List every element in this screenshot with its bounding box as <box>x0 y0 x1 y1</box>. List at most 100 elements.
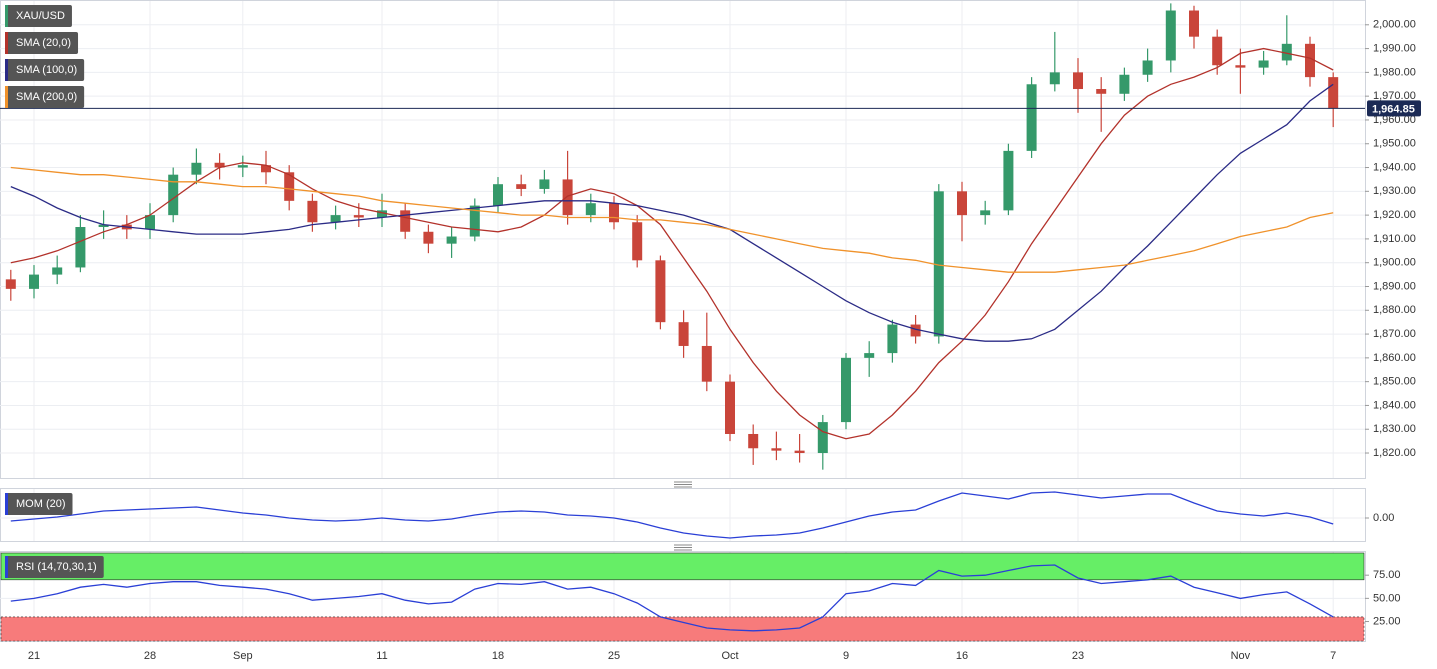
candle-body <box>794 450 805 454</box>
candle-body <box>423 231 434 244</box>
candle-body <box>1142 60 1153 75</box>
candle-body <box>678 322 689 346</box>
candle-body <box>539 179 550 189</box>
candle-body <box>1258 60 1269 68</box>
legend-box <box>5 32 79 54</box>
indicator-line <box>10 564 1334 632</box>
x-tick-label: 18 <box>492 650 504 662</box>
candle-body <box>1212 36 1223 66</box>
candle-body <box>701 345 712 382</box>
candle-body <box>5 279 16 289</box>
y-tick-label: 1,890.00 <box>1373 280 1416 292</box>
resize-handle[interactable] <box>674 544 692 551</box>
candle-body <box>284 172 295 201</box>
last-price-box <box>1367 100 1421 117</box>
x-tick-label: 11 <box>376 650 387 662</box>
candle-body <box>52 267 63 275</box>
y-tick-label: 1,950.00 <box>1373 138 1416 150</box>
legend-entry: SMA (100,0) <box>5 59 85 81</box>
candle-body <box>910 324 921 337</box>
legend-box <box>5 493 73 515</box>
candle-body <box>353 215 364 218</box>
y-tick-label: 1,980.00 <box>1373 66 1416 78</box>
legend-entry: XAU/USD <box>5 5 72 27</box>
candle-body <box>841 357 851 423</box>
y-tick-label: 1,860.00 <box>1373 352 1416 364</box>
legend-swatch <box>5 59 8 81</box>
y-tick-label: 1,880.00 <box>1373 304 1416 316</box>
x-tick-label: 16 <box>956 650 968 662</box>
grid <box>0 1 1365 641</box>
x-tick-label: 9 <box>843 650 849 662</box>
indicator-line <box>10 491 1334 539</box>
legend-box <box>5 5 72 27</box>
candle-body <box>400 210 411 232</box>
y-tick-label: 2,000.00 <box>1373 19 1416 31</box>
legend-label: SMA (200,0) <box>16 91 77 103</box>
candle-body <box>585 203 596 216</box>
candle-body <box>1305 43 1315 78</box>
x-tick-label: 28 <box>144 650 156 662</box>
candle-body <box>1281 43 1292 61</box>
candle-body <box>1119 74 1130 94</box>
legend-swatch <box>5 556 8 578</box>
legend-label: RSI (14,70,30,1) <box>16 561 97 573</box>
y-tick-label: 1,830.00 <box>1373 423 1416 435</box>
candle-body <box>261 165 271 173</box>
oversold-band <box>0 616 1365 642</box>
x-tick-label: Sep <box>233 650 253 662</box>
candle-body <box>168 174 179 216</box>
bands <box>0 552 1365 642</box>
candle-body <box>887 324 898 354</box>
candle-body <box>377 210 387 218</box>
candle-body <box>1328 77 1339 109</box>
y-tick-label: 75.00 <box>1373 569 1401 581</box>
y-tick-label: 1,820.00 <box>1373 447 1416 459</box>
candle-body <box>771 448 782 451</box>
y-tick-label: 1,930.00 <box>1373 185 1416 197</box>
candle-body <box>1189 10 1199 37</box>
candle-body <box>75 227 86 268</box>
y-tick-label: 0.00 <box>1373 512 1394 524</box>
y-tick-label: 50.00 <box>1373 592 1401 604</box>
candle-body <box>29 274 39 289</box>
x-tick-label: 7 <box>1330 650 1336 662</box>
candle-body <box>516 184 527 189</box>
legend-entry: RSI (14,70,30,1) <box>5 556 104 578</box>
legend-entry: MOM (20) <box>5 493 73 515</box>
candle-body <box>98 224 109 228</box>
candle-body <box>1049 72 1060 85</box>
y-tick-label: 1,840.00 <box>1373 399 1416 411</box>
x-tick-label: 21 <box>28 650 40 662</box>
candle-body <box>1235 65 1246 68</box>
candle-body <box>145 215 155 230</box>
legend-box <box>5 556 104 578</box>
candle-body <box>817 422 828 454</box>
candle-body <box>632 222 643 261</box>
resize-handle[interactable] <box>674 481 692 488</box>
x-tick-label: 25 <box>608 650 620 662</box>
legend-box <box>5 86 85 108</box>
candle-body <box>864 353 875 358</box>
candle-body <box>469 205 480 237</box>
y-tick-label: 25.00 <box>1373 615 1401 627</box>
candle-body <box>655 260 666 323</box>
candle-body <box>1026 84 1037 151</box>
x-tick-label: 23 <box>1072 650 1084 662</box>
y-tick-label: 1,850.00 <box>1373 376 1416 388</box>
candle-body <box>933 191 944 337</box>
legend-box <box>5 59 85 81</box>
candle-body <box>725 381 735 434</box>
candle-body <box>1073 72 1083 90</box>
legend-swatch <box>5 86 8 108</box>
candle-body <box>191 162 202 175</box>
candle-body <box>1165 10 1176 61</box>
y-tick-label: 1,990.00 <box>1373 42 1416 54</box>
candle-body <box>748 433 759 449</box>
candle-body <box>330 215 341 223</box>
y-tick-label: 1,910.00 <box>1373 233 1416 245</box>
legend-swatch <box>5 5 8 27</box>
y-tick-label: 1,920.00 <box>1373 209 1416 221</box>
